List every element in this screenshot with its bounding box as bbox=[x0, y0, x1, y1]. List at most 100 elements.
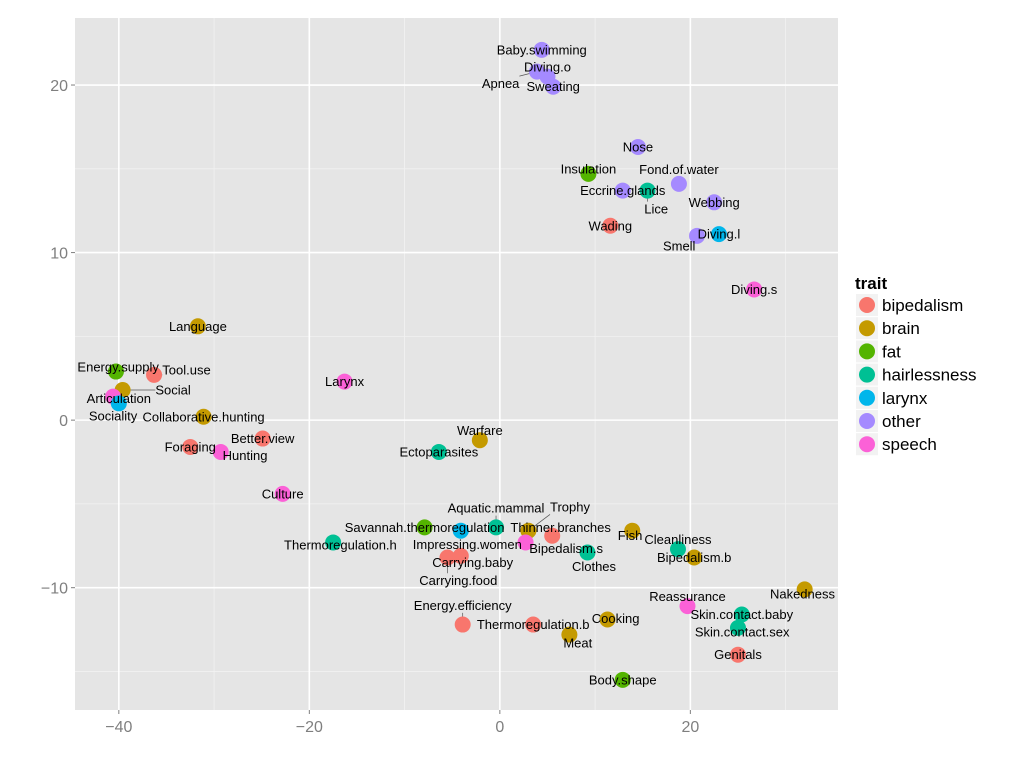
point-label: Thinner.branches bbox=[510, 520, 611, 535]
legend-key-brain bbox=[859, 320, 875, 337]
point-brain bbox=[561, 626, 578, 643]
y-tick-label: 10 bbox=[50, 246, 68, 263]
point-bipedalism bbox=[254, 430, 271, 447]
point-label: Better.view bbox=[231, 431, 295, 446]
point-label: Bipedalism.b bbox=[657, 550, 731, 565]
point-brain bbox=[599, 611, 616, 628]
point-bipedalism bbox=[146, 366, 163, 383]
point-label: Thermoregulation.h bbox=[284, 537, 397, 552]
point-label: Ectoparasites bbox=[399, 444, 478, 459]
point-larynx bbox=[110, 395, 127, 412]
x-tick-label: −20 bbox=[296, 719, 323, 736]
point-other bbox=[706, 194, 723, 211]
point-label: Warfare bbox=[457, 423, 503, 438]
legend-key-larynx bbox=[859, 389, 875, 406]
point-label: Nose bbox=[623, 140, 653, 155]
point-hairlessness bbox=[729, 619, 746, 636]
point-bipedalism bbox=[525, 616, 542, 633]
point-hairlessness bbox=[669, 541, 686, 558]
point-other bbox=[545, 78, 562, 95]
grid bbox=[75, 18, 838, 710]
point-hairlessness bbox=[579, 544, 596, 561]
point-label: Nakedness bbox=[770, 586, 836, 601]
point-speech bbox=[212, 443, 229, 460]
point-label: Carrying.food bbox=[419, 573, 497, 588]
point-speech bbox=[336, 373, 353, 390]
point-brain bbox=[624, 522, 641, 539]
legend-key-hairlessness bbox=[859, 366, 875, 383]
point-label: Baby.swimming bbox=[497, 42, 587, 57]
point-fat bbox=[614, 671, 631, 688]
x-tick-label: 0 bbox=[495, 719, 504, 736]
point-bipedalism bbox=[544, 527, 561, 544]
point-fat bbox=[416, 519, 433, 536]
point-label: Fond.of.water bbox=[639, 162, 719, 177]
point-fat bbox=[580, 165, 597, 182]
point-label: Smell bbox=[663, 239, 696, 254]
point-fat bbox=[107, 363, 124, 380]
point-label: Energy.supply bbox=[77, 359, 159, 374]
point-brain bbox=[189, 318, 206, 335]
point-label: Diving.o bbox=[524, 60, 571, 75]
point-label: Cleanliness bbox=[644, 532, 712, 547]
point-label: Aquatic.mammal bbox=[448, 501, 545, 516]
point-label: Webbing bbox=[689, 195, 740, 210]
points-layer bbox=[105, 41, 813, 688]
y-tick-label: −10 bbox=[41, 581, 68, 598]
labels-layer: Baby.swimming Apnea Diving.o Sweating Nose In… bbox=[77, 42, 835, 687]
point-other bbox=[689, 227, 706, 244]
legend-key-fat bbox=[859, 343, 875, 360]
point-brain bbox=[686, 549, 703, 566]
point-hairlessness bbox=[639, 182, 656, 199]
point-hairlessness bbox=[430, 443, 447, 460]
point-bipedalism bbox=[602, 217, 619, 234]
point-hairlessness bbox=[488, 519, 505, 536]
point-label: Cooking bbox=[592, 611, 640, 626]
legend-title: trait bbox=[855, 274, 887, 293]
point-label: Trophy bbox=[550, 499, 590, 514]
legend-label: larynx bbox=[882, 389, 928, 408]
point-label: Impressing.women bbox=[413, 537, 522, 552]
point-bipedalism bbox=[439, 549, 456, 566]
point-label: Skin.contact.sex bbox=[695, 625, 790, 640]
point-other bbox=[533, 41, 550, 58]
legend-label: fat bbox=[882, 342, 901, 361]
point-bipedalism bbox=[454, 616, 471, 633]
point-label: Meat bbox=[563, 635, 592, 650]
point-label: Social bbox=[155, 382, 191, 397]
point-larynx bbox=[452, 522, 469, 539]
point-label: Collaborative.hunting bbox=[143, 409, 265, 424]
point-bipedalism bbox=[729, 646, 746, 663]
point-label: Hunting bbox=[223, 448, 268, 463]
point-label: Tool.use bbox=[162, 362, 210, 377]
point-other bbox=[614, 182, 631, 199]
point-label: Lice bbox=[644, 202, 668, 217]
point-label: Clothes bbox=[572, 559, 617, 574]
point-label: Articulation bbox=[87, 391, 151, 406]
point-bipedalism bbox=[182, 438, 199, 455]
point-label: Genitals bbox=[714, 647, 762, 662]
legend-label: bipedalism bbox=[882, 296, 963, 315]
legend-label: hairlessness bbox=[882, 366, 977, 385]
point-label: Diving.s bbox=[731, 282, 778, 297]
y-tick-label: 20 bbox=[50, 78, 68, 95]
legend-label: other bbox=[882, 412, 921, 431]
point-speech bbox=[746, 281, 763, 298]
point-label: Energy.efficiency bbox=[414, 598, 512, 613]
plot-panel bbox=[75, 18, 838, 710]
point-label: Bipedalism.s bbox=[529, 541, 603, 556]
point-brain bbox=[796, 581, 813, 598]
point-label: Language bbox=[169, 319, 227, 334]
legend-key-other bbox=[859, 413, 875, 429]
point-label: Sweating bbox=[526, 79, 579, 94]
point-label: Thermoregulation.b bbox=[477, 617, 590, 632]
point-speech bbox=[274, 485, 291, 502]
point-label: Body.shape bbox=[589, 672, 657, 687]
point-label: Eccrine.glands bbox=[580, 183, 666, 198]
point-brain bbox=[195, 408, 212, 425]
point-speech bbox=[517, 534, 534, 551]
point-other bbox=[670, 175, 687, 192]
y-tick-label: 0 bbox=[59, 413, 68, 430]
point-label: Skin.contact.baby bbox=[690, 607, 793, 622]
